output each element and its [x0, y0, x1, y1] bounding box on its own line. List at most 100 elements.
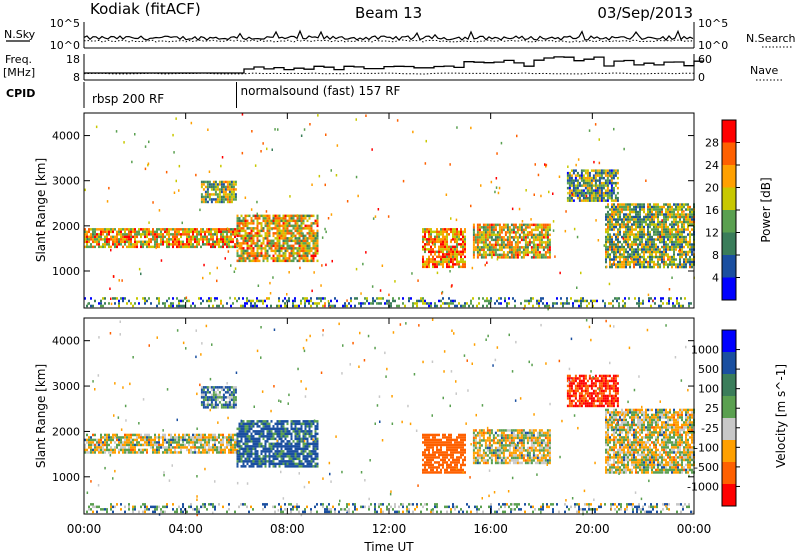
- echo-cell: [490, 248, 493, 252]
- echo-cell: [663, 233, 665, 236]
- echo-cell: [639, 258, 641, 261]
- echo-cell: [224, 228, 226, 231]
- echo-cell: [444, 248, 446, 251]
- echo-cell: [673, 253, 675, 256]
- echo-cell: [623, 223, 625, 226]
- echo-cell: [673, 220, 675, 224]
- echo-cell: [572, 184, 575, 187]
- echo-cell: [302, 247, 305, 250]
- echo-cell: [570, 174, 573, 177]
- echo-cell: [304, 297, 306, 300]
- echo-cell: [498, 297, 500, 300]
- echo-cell: [520, 236, 523, 239]
- echo-cell: [619, 248, 621, 251]
- echo-cell: [276, 442, 279, 446]
- echo-cell: [286, 452, 289, 456]
- echo-cell: [355, 118, 357, 121]
- echo-cell: [663, 248, 665, 251]
- echo-cell: [627, 235, 629, 239]
- echo-cell: [613, 233, 615, 236]
- echo-cell: [195, 173, 197, 177]
- echo-cell: [584, 179, 587, 182]
- echo-cell: [282, 214, 285, 218]
- echo-cell: [208, 299, 210, 303]
- echo-cell: [655, 243, 657, 246]
- echo-cell: [200, 386, 203, 389]
- echo-cell: [176, 443, 178, 447]
- echo-cell: [188, 238, 190, 241]
- echo-cell: [642, 299, 644, 303]
- echo-cell: [671, 223, 673, 226]
- echo-cell: [108, 230, 110, 234]
- echo-cell: [677, 223, 679, 226]
- echo-cell: [242, 452, 245, 456]
- echo-cell: [168, 441, 170, 444]
- echo-cell: [98, 243, 100, 246]
- echo-cell: [118, 441, 120, 444]
- echo-cell: [325, 263, 327, 267]
- echo-cell: [580, 271, 582, 275]
- echo-cell: [653, 228, 655, 231]
- echo-cell: [430, 302, 432, 305]
- echo-cell: [168, 228, 170, 231]
- echo-cell: [605, 248, 607, 251]
- echo-cell: [665, 225, 667, 229]
- echo-cell: [316, 222, 319, 225]
- echo-cell: [277, 128, 279, 131]
- echo-cell: [576, 186, 579, 190]
- echo-cell: [651, 253, 653, 256]
- echo-cell: [665, 245, 667, 249]
- echo-cell: [112, 235, 114, 239]
- echo-cell: [312, 237, 315, 240]
- echo-cell: [448, 302, 450, 305]
- echo-cell: [464, 263, 466, 266]
- echo-cell: [154, 240, 156, 244]
- echo-cell: [452, 253, 454, 256]
- echo-cell: [679, 203, 681, 206]
- echo-cell: [86, 441, 88, 444]
- echo-cell: [454, 233, 456, 236]
- echo-cell: [170, 443, 172, 447]
- echo-cell: [500, 246, 503, 249]
- echo-cell: [631, 210, 633, 214]
- echo-cell: [124, 240, 126, 244]
- echo-cell: [676, 299, 678, 303]
- echo-cell: [446, 258, 448, 261]
- echo-cell: [298, 229, 301, 233]
- echo-cell: [680, 304, 682, 308]
- echo-cell: [260, 445, 263, 448]
- echo-cell: [296, 232, 299, 235]
- echo-cell: [126, 438, 128, 442]
- echo-cell: [514, 231, 517, 234]
- echo-cell: [645, 220, 647, 224]
- echo-cell: [631, 253, 633, 256]
- echo-cell: [254, 227, 257, 230]
- echo-cell: [88, 451, 90, 454]
- echo-cell: [134, 245, 136, 249]
- echo-cell: [314, 232, 317, 235]
- echo-cell: [653, 213, 655, 216]
- echo-cell: [302, 227, 305, 230]
- echo-cell: [234, 230, 236, 234]
- echo-cell: [116, 240, 118, 244]
- echo-cell: [270, 222, 273, 225]
- echo-cell: [651, 238, 653, 241]
- echo-cell: [282, 430, 285, 433]
- echo-cell: [604, 302, 606, 305]
- echo-cell: [607, 210, 609, 214]
- echo-cell: [633, 233, 635, 236]
- echo-cell: [100, 436, 102, 439]
- echo-cell: [286, 229, 289, 233]
- cpid-label: CPID: [6, 87, 35, 100]
- beam-title: Beam 13: [355, 4, 422, 22]
- echo-cell: [436, 238, 438, 241]
- echo-cell: [540, 223, 543, 227]
- echo-cell: [234, 443, 236, 447]
- echo-cell: [302, 242, 305, 245]
- echo-cell: [673, 215, 675, 219]
- echo-cell: [574, 176, 577, 180]
- echo-cell: [264, 427, 267, 431]
- echo-cell: [290, 425, 293, 428]
- echo-cell: [600, 171, 603, 175]
- echo-cell: [278, 217, 281, 220]
